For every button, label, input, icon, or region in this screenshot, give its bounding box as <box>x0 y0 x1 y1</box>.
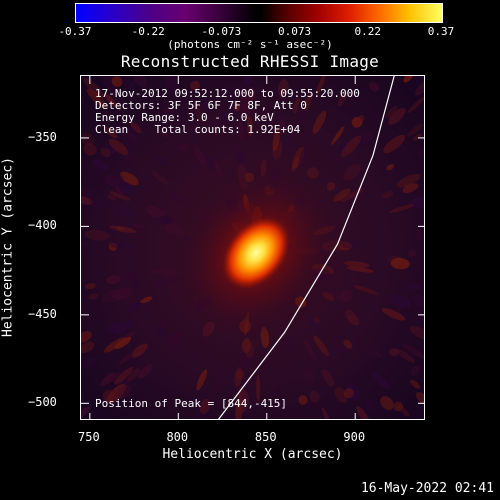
y-tick-label: −450 <box>28 306 57 321</box>
solar-limb-curve <box>217 76 395 419</box>
peak-position-text: Position of Peak = [844,-415] <box>95 397 288 410</box>
colorbar-tick-label: -0.37 <box>58 25 92 38</box>
time-range-text: 17-Nov-2012 09:52:12.000 to 09:55:20.000 <box>95 87 360 100</box>
observation-info: 17-Nov-2012 09:52:12.000 to 09:55:20.000… <box>95 88 360 136</box>
colorbar-tick-label: 0.37 <box>427 25 455 38</box>
y-tick-label: −400 <box>28 218 57 233</box>
energy-range-text: Energy Range: 3.0 - 6.0 keV <box>95 111 274 124</box>
colorbar-tick-label: -0.22 <box>131 25 165 38</box>
detectors-text: Detectors: 3F 5F 6F 7F 8F, Att 0 <box>95 99 307 112</box>
image-plot-area <box>80 75 425 420</box>
image-title: Reconstructed RHESSI Image <box>120 52 380 71</box>
colorbar-units-label: (photons cm⁻² s⁻¹ asec⁻²) <box>167 38 333 51</box>
x-tick-label: 800 <box>166 430 189 444</box>
flare-source <box>222 217 290 289</box>
heatmap-image <box>81 76 424 419</box>
algorithm-counts-text: Clean Total counts: 1.92E+04 <box>95 123 301 136</box>
colorbar-tick-label: 0.073 <box>278 25 312 38</box>
timestamp: 16-May-2022 02:41 <box>360 481 494 496</box>
y-tick-label: −500 <box>28 395 57 410</box>
x-tick-label: 750 <box>78 430 100 444</box>
y-tick-label: −350 <box>28 129 57 144</box>
y-axis-label: Heliocentric Y (arcsec) <box>0 156 16 338</box>
colorbar-tick-label: -0.073 <box>201 25 242 38</box>
x-tick-label: 850 <box>254 430 277 444</box>
colorbar-tick-label: 0.22 <box>354 25 382 38</box>
x-axis-label: Heliocentric X (arcsec) <box>162 447 343 462</box>
colorbar <box>75 3 443 23</box>
x-tick-label: 900 <box>343 430 366 444</box>
